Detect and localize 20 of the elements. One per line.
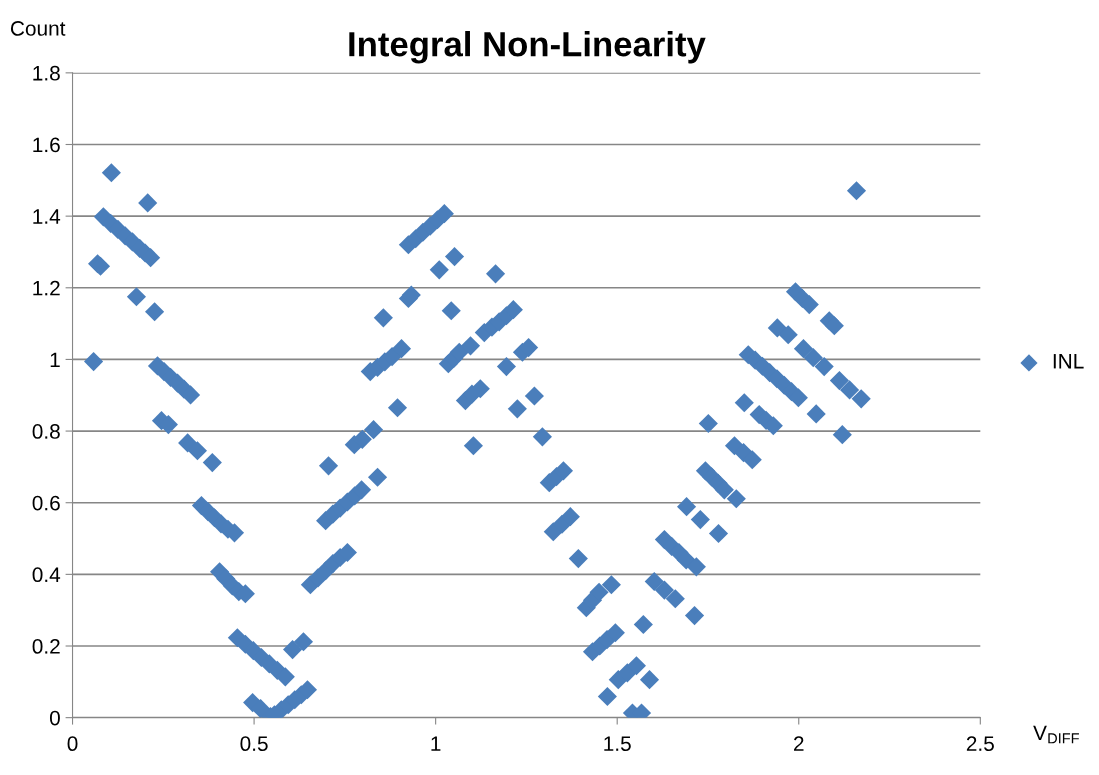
x-tick-label: 2.5 (966, 736, 994, 752)
y-tick-label: 1.8 (33, 65, 60, 81)
x-tick-label: 2 (794, 736, 804, 751)
x-tick-label: 0 (67, 736, 78, 752)
y-tick-label: 0 (49, 710, 60, 726)
chart-title: Integral Non-Linearity (349, 31, 706, 64)
y-axis-title: Count (10, 21, 66, 36)
y-tick-label: 1.2 (33, 280, 60, 296)
x-axis-title: V$_{DIFF}$ (1033, 725, 1079, 744)
x-tick-label: 1 (431, 736, 441, 751)
y-tick-label: 1.4 (33, 209, 61, 224)
legend-label: INL (1053, 354, 1084, 369)
y-tick-label: 1.6 (33, 137, 60, 153)
x-tick-label: 1.5 (604, 736, 631, 752)
y-tick-label: 0.6 (32, 495, 60, 511)
y-tick-label: 0.2 (32, 639, 60, 654)
y-tick-label: 0.8 (32, 424, 60, 439)
y-tick-label: 1 (50, 352, 60, 367)
y-tick-label: 0.4 (32, 567, 61, 583)
x-tick-label: 0.5 (240, 736, 268, 752)
